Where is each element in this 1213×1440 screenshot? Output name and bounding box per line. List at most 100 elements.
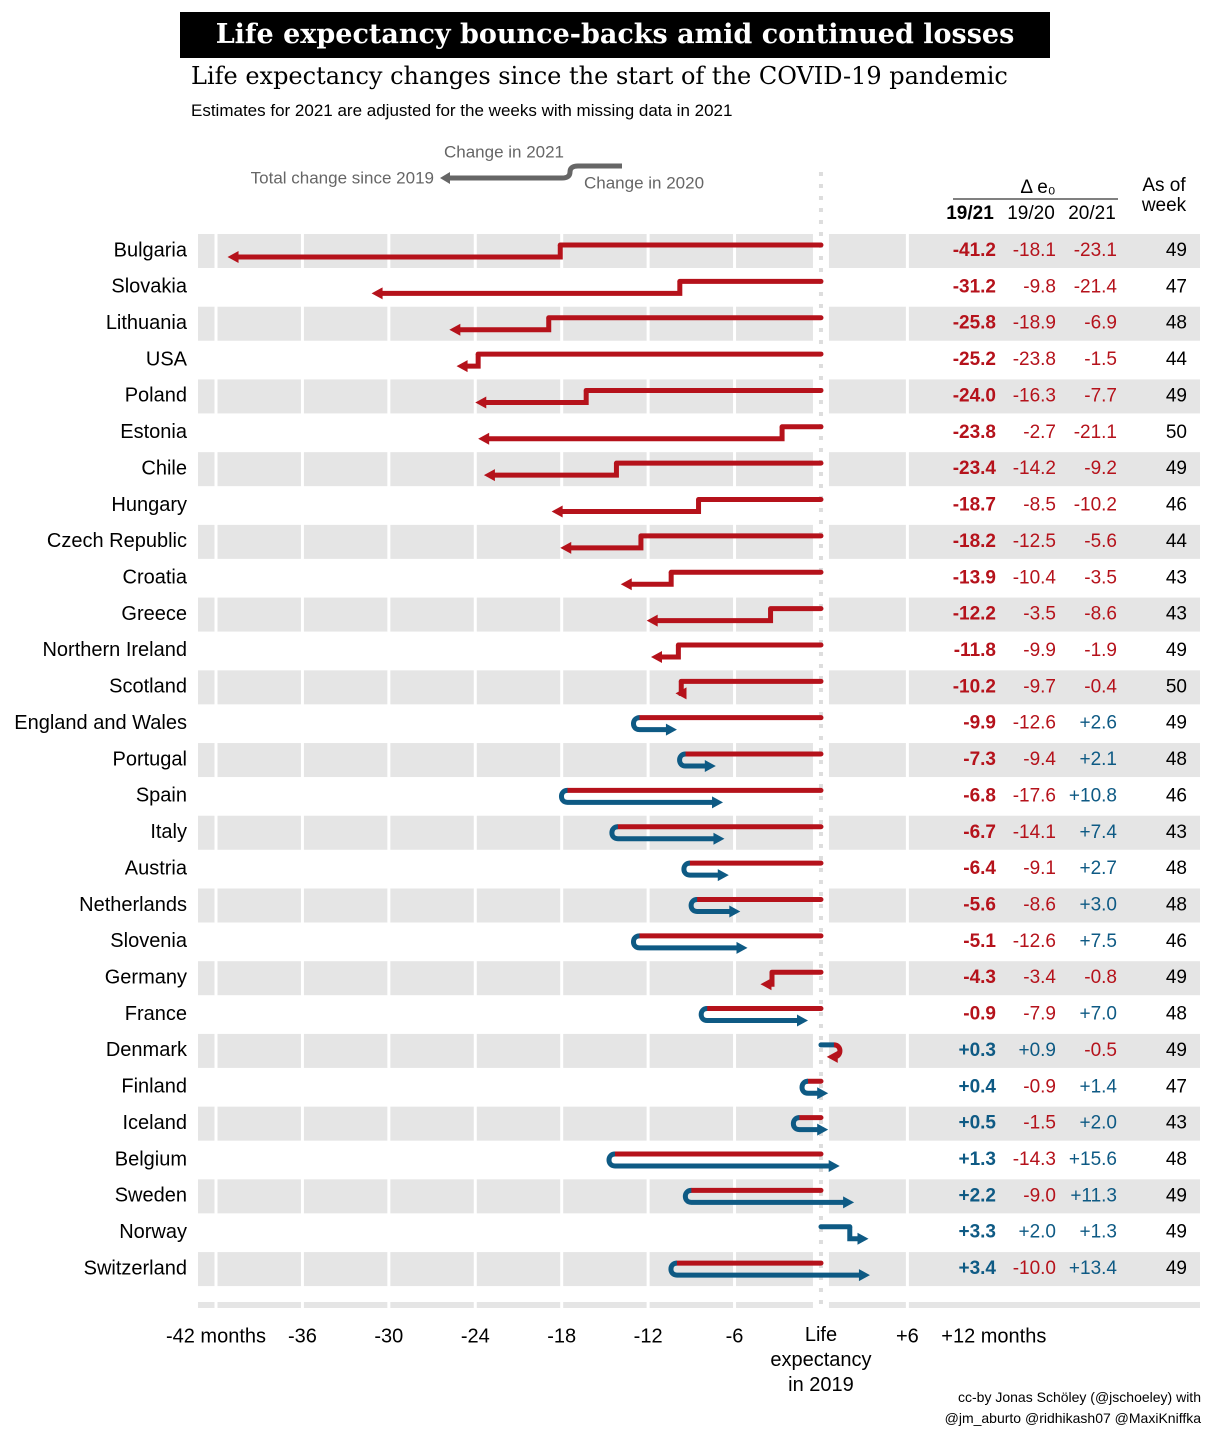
table-value: -14.3 — [1013, 1149, 1056, 1170]
table-value: -0.8 — [1084, 967, 1117, 988]
arrowhead — [560, 541, 572, 554]
arrowhead — [843, 1196, 855, 1209]
change-2021 — [569, 535, 644, 551]
country-label: Austria — [125, 857, 188, 879]
table-week: 48 — [1166, 749, 1187, 770]
credit: @jm_aburto @ridhikash07 @MaxiKniffka — [944, 1410, 1201, 1426]
change-2021 — [484, 390, 589, 405]
change-2021 — [236, 245, 563, 260]
table-value: +1.3 — [1079, 1222, 1117, 1243]
table-value: +2.2 — [958, 1185, 996, 1206]
table-value: -0.5 — [1084, 1040, 1117, 1061]
country-label: Czech Republic — [47, 530, 187, 552]
column-header: 19/21 — [946, 203, 994, 224]
column-header: 19/20 — [1007, 203, 1055, 224]
table-value: +2.7 — [1079, 858, 1117, 879]
table-value: +3.4 — [958, 1258, 996, 1279]
arrowhead — [475, 396, 487, 409]
table-value: -9.2 — [1084, 458, 1117, 479]
table-week: 49 — [1166, 967, 1187, 988]
table-value: -0.4 — [1084, 676, 1117, 697]
table-value: -10.2 — [1074, 495, 1117, 516]
legend: Change in 2021 Total change since 2019 C… — [251, 142, 704, 192]
change-2021 — [560, 499, 702, 515]
legend-label: Change in 2021 — [444, 142, 564, 161]
table-week: 43 — [1166, 822, 1187, 843]
table-value: -1.9 — [1084, 640, 1117, 661]
country-label: Spain — [136, 785, 187, 807]
axis-strip — [198, 1302, 1200, 1308]
row-band — [198, 961, 1200, 996]
table-value: -3.4 — [1023, 967, 1056, 988]
table-value: -8.6 — [1084, 604, 1117, 625]
table-value: -9.4 — [1023, 749, 1056, 770]
arrowhead — [478, 432, 490, 445]
table-week: 49 — [1166, 1222, 1187, 1243]
table-value: +1.3 — [958, 1149, 996, 1170]
table-value: +3.0 — [1079, 894, 1117, 915]
arrowhead — [449, 323, 461, 336]
row-band — [198, 1252, 1200, 1287]
table-week: 46 — [1166, 931, 1187, 952]
table-value: -2.7 — [1023, 422, 1056, 443]
table-value: -12.6 — [1013, 713, 1056, 734]
change-2021 — [487, 426, 785, 442]
change-2021 — [790, 1115, 820, 1133]
table-value: -9.8 — [1023, 276, 1056, 297]
arrowhead — [717, 869, 729, 882]
change-2021 — [847, 1226, 860, 1242]
table-week: 44 — [1166, 349, 1188, 370]
country-label: France — [125, 1003, 187, 1025]
row-band — [198, 815, 1200, 850]
row-band — [198, 452, 1200, 487]
country-label: Netherlands — [79, 894, 187, 916]
table-value: -23.1 — [1074, 240, 1117, 261]
country-label: Iceland — [123, 1112, 188, 1134]
legend-label: Total change since 2019 — [251, 168, 434, 187]
table-value: +15.6 — [1069, 1149, 1117, 1170]
change-2021 — [698, 1006, 800, 1024]
column-header: As of week — [1141, 175, 1187, 216]
table-week: 43 — [1166, 604, 1187, 625]
subtitle: Life expectancy changes since the start … — [191, 62, 1008, 90]
table-value: -12.5 — [1013, 531, 1056, 552]
change-2021 — [688, 896, 732, 914]
x-tick-label: -42 months — [166, 1325, 266, 1347]
country-label: Denmark — [106, 1039, 188, 1061]
table-week: 49 — [1166, 385, 1187, 406]
table-value: -4.3 — [963, 967, 996, 988]
table-value: -9.0 — [1023, 1185, 1056, 1206]
change-2021 — [668, 1260, 861, 1278]
table-value: +2.0 — [1018, 1222, 1056, 1243]
arrowhead — [646, 614, 658, 627]
table-week: 46 — [1166, 495, 1187, 516]
legend-arrow — [448, 163, 622, 181]
change-2021 — [492, 463, 619, 478]
table-value: -7.3 — [963, 749, 996, 770]
arrowhead — [857, 1232, 869, 1245]
arrowhead — [817, 1087, 829, 1100]
table-value: -25.8 — [953, 313, 996, 334]
x-tick-label: +6 — [896, 1325, 919, 1347]
table-value: -18.7 — [953, 495, 996, 516]
table-value: -25.2 — [953, 349, 996, 370]
x-tick-label: -24 — [461, 1325, 490, 1347]
arrowhead — [665, 723, 677, 736]
table-value: -23.8 — [1013, 349, 1056, 370]
note: Estimates for 2021 are adjusted for the … — [191, 101, 733, 120]
table-value: -1.5 — [1023, 1113, 1056, 1134]
table-value: -8.5 — [1023, 495, 1056, 516]
table-week: 49 — [1166, 458, 1187, 479]
table-value: -7.9 — [1023, 1004, 1056, 1025]
country-label: Sweden — [115, 1185, 187, 1207]
table-value: +11.3 — [1070, 1185, 1117, 1206]
table-value: -3.5 — [1084, 567, 1117, 588]
table-week: 50 — [1166, 422, 1187, 443]
table-week: 49 — [1166, 713, 1187, 734]
table-value: -13.9 — [953, 567, 996, 588]
table-week: 49 — [1166, 1040, 1187, 1061]
arrowhead — [760, 978, 772, 991]
table-value: -5.6 — [963, 894, 996, 915]
